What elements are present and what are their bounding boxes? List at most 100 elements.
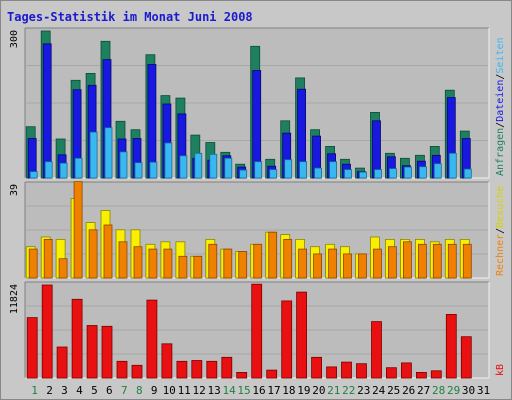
x-tick-label-day-27: 27 [417,384,430,397]
bar-seiten-day-9 [149,161,158,179]
bar-rechner-day-27 [417,243,427,279]
bar-seiten-day-18 [284,159,293,179]
bar-seiten-day-13 [209,153,218,179]
bar-kb-day-14 [221,356,233,379]
right-legend-label: kB [495,364,506,376]
bar-kb-day-1 [26,317,38,379]
bar-kb-day-3 [56,346,68,379]
x-tick-label-day-10: 10 [163,384,176,397]
bar-seiten-day-16 [254,161,263,179]
bar-seiten-day-3 [59,162,68,179]
bar-seiten-day-30 [463,168,472,179]
bar-kb-day-20 [311,356,323,379]
bar-rechner-day-15 [238,251,248,279]
bar-rechner-day-17 [268,231,278,279]
bar-seiten-day-8 [134,162,143,179]
bar-kb-day-17 [266,369,278,379]
bar-kb-day-10 [161,343,173,379]
bar-kb-day-7 [116,360,128,379]
bar-rechner-day-3 [58,258,68,279]
x-tick-label-day-20: 20 [312,384,325,397]
x-tick-label-day-16: 16 [252,384,265,397]
bar-rechner-day-2 [43,238,53,279]
bar-rechner-day-8 [133,246,143,279]
bar-kb-day-29 [445,313,457,379]
bar-kb-day-26 [400,362,412,379]
bar-kb-day-2 [41,284,53,379]
bar-seiten-day-29 [448,152,457,179]
bar-seiten-day-6 [104,127,113,179]
right-legend-label: Besuche [495,186,506,228]
bar-kb-day-19 [296,291,308,379]
bar-seiten-day-24 [374,169,382,179]
bar-kb-day-22 [341,361,352,379]
bar-seiten-day-26 [403,166,412,179]
bar-rechner-day-6 [103,224,113,279]
bar-rechner-day-21 [328,248,338,279]
x-tick-label-day-14: 14 [222,384,236,397]
bar-seiten-day-23 [359,171,367,179]
bar-rechner-day-30 [462,243,472,279]
bar-seiten-day-7 [119,151,128,179]
right-legend-label: / [495,228,506,234]
bar-kb-day-12 [191,360,203,379]
bar-kb-day-8 [131,364,143,379]
bar-kb-day-21 [326,366,338,379]
x-tick-label-day-13: 13 [207,384,220,397]
x-tick-label-day-25: 25 [387,384,400,397]
bar-kb-day-28 [430,370,442,379]
x-tick-label-day-9: 9 [151,384,158,397]
x-tick-label-day-12: 12 [192,384,205,397]
right-legend-label: Rechner [495,234,506,276]
bar-kb-day-4 [71,298,83,379]
x-tick-label-day-1: 1 [31,384,38,397]
x-tick-label-day-8: 8 [136,384,143,397]
bar-seiten-day-19 [299,161,308,179]
bar-seiten-day-22 [344,169,352,179]
x-tick-label-day-7: 7 [121,384,128,397]
x-tick-label-day-31: 31 [477,384,490,397]
bar-rechner-day-13 [208,243,218,279]
bar-kb-day-11 [176,360,188,379]
bar-rechner-day-10 [163,248,173,279]
bar-seiten-day-14 [224,157,233,179]
bar-seiten-day-12 [194,152,203,179]
bar-kb-day-13 [206,360,218,379]
x-tick-label-day-30: 30 [462,384,475,397]
bar-rechner-day-9 [148,248,158,279]
x-tick-label-day-5: 5 [91,384,98,397]
x-tick-label-day-28: 28 [432,384,445,397]
x-tick-label-day-22: 22 [342,384,355,397]
right-legend-labels: kB [495,364,506,376]
x-tick-label-day-24: 24 [372,384,386,397]
bar-seiten-day-21 [329,161,338,179]
bar-rechner-day-18 [283,238,293,279]
y-max-tick-label: 300 [9,30,20,48]
x-tick-label-day-29: 29 [447,384,460,397]
bar-seiten-day-27 [418,166,427,179]
x-tick-label-day-17: 17 [267,384,280,397]
bar-dateien-day-9 [147,64,157,179]
bar-rechner-day-28 [432,243,442,279]
bar-seiten-day-28 [433,163,442,179]
bar-rechner-day-1 [28,248,38,279]
x-tick-label-day-19: 19 [297,384,310,397]
x-tick-label-day-6: 6 [106,384,113,397]
bar-seiten-day-11 [179,155,188,179]
bar-kb-day-27 [415,371,427,379]
bar-rechner-day-5 [88,229,98,279]
x-tick-label-day-4: 4 [76,384,83,397]
x-tick-label-day-21: 21 [327,384,340,397]
bar-kb-day-24 [371,321,382,379]
right-legend-label: Dateien [495,80,506,122]
bar-seiten-day-20 [314,167,323,179]
bar-rechner-day-4 [73,181,83,279]
y-max-tick-label: 39 [9,184,20,196]
bar-dateien-day-2 [42,43,52,179]
x-tick-label-day-3: 3 [61,384,68,397]
bar-kb-day-23 [356,363,367,379]
bar-kb-day-5 [86,325,98,379]
